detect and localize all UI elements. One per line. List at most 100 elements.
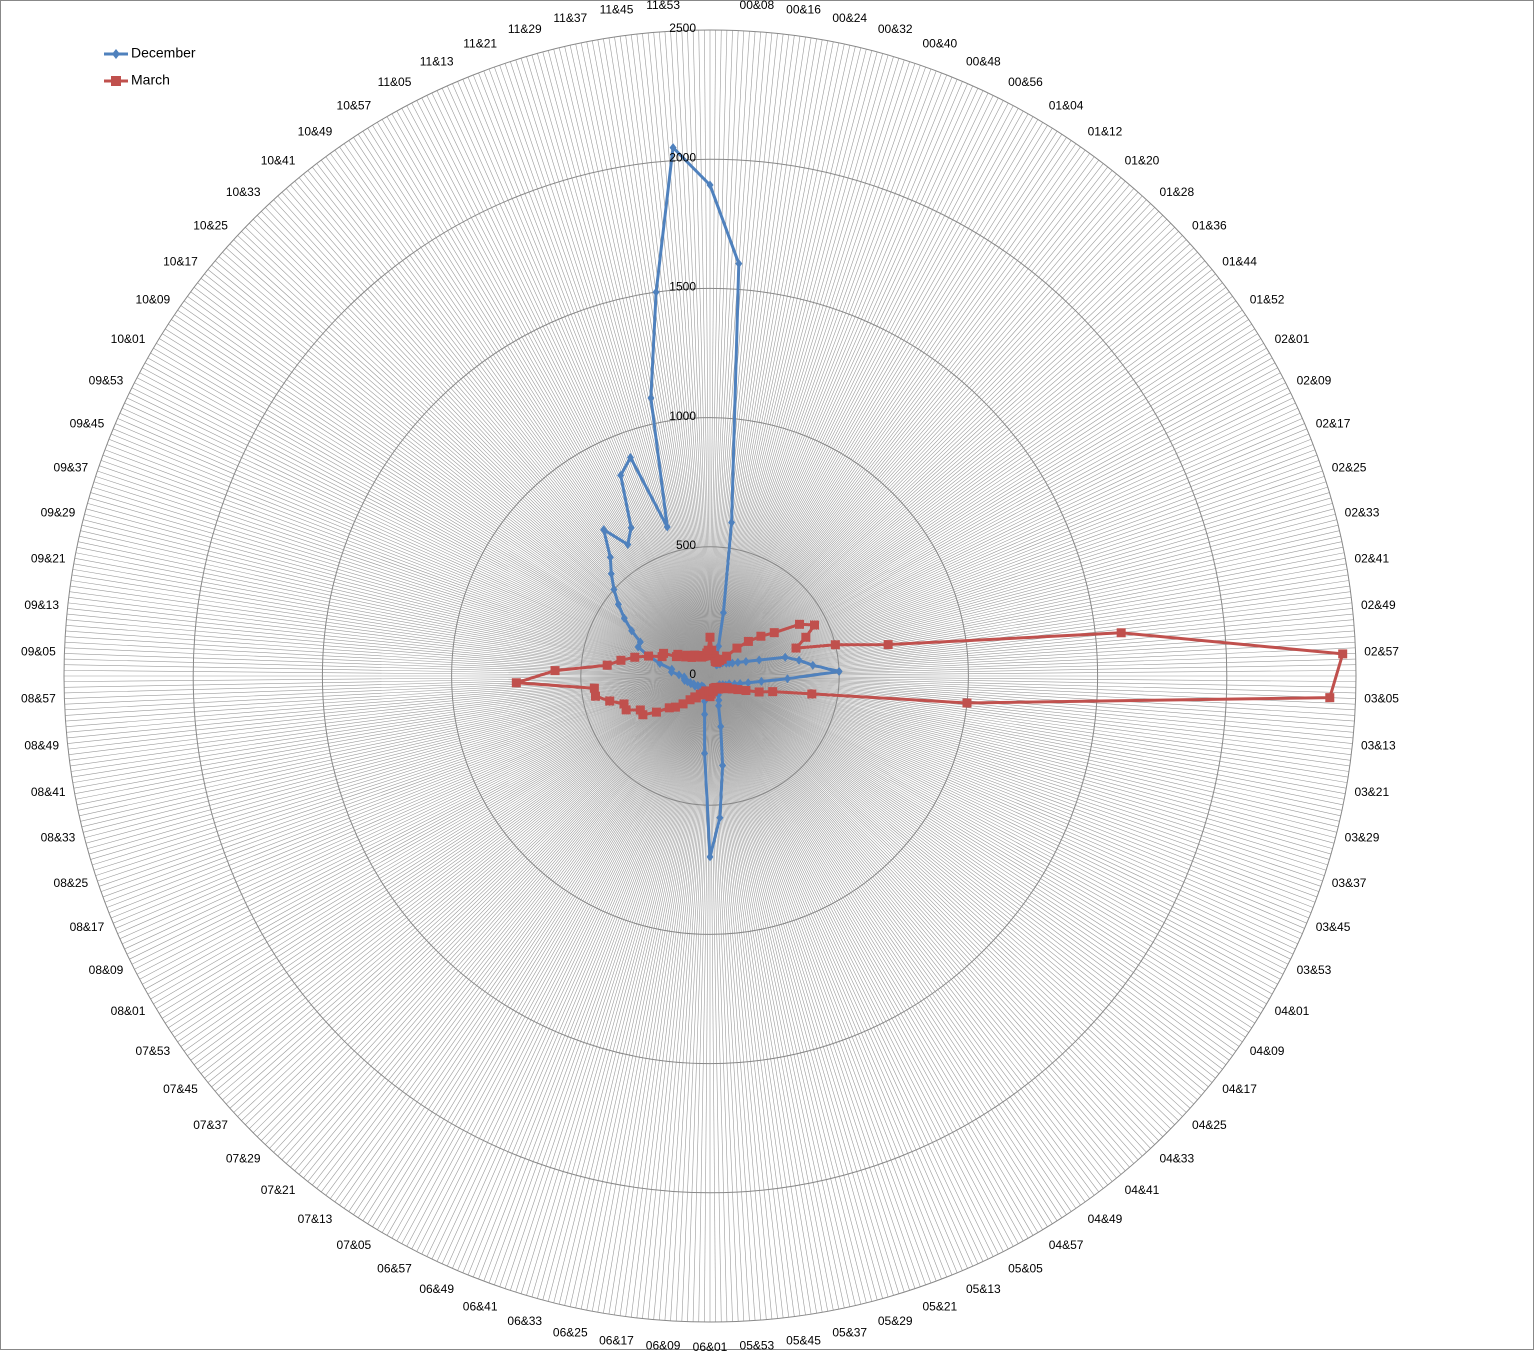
r-tick-label: 1500 [669,280,696,294]
spoke [709,675,1351,761]
spoke [709,675,1090,1199]
spoke [229,243,711,677]
category-label: 04&57 [1049,1238,1084,1252]
category-label: 01&28 [1159,185,1194,199]
grid-ring [192,158,1228,1194]
spoke [139,675,711,980]
spoke [709,146,1081,677]
spoke [320,159,711,677]
spoke [709,675,1077,1209]
spoke [709,191,1139,677]
spoke [709,675,1289,965]
category-label: 07&53 [136,1044,171,1058]
spoke [709,675,1233,1056]
spoke [553,49,711,677]
spoke [110,433,711,677]
spoke [709,239,1187,677]
spoke [709,243,1191,677]
category-label: 03&29 [1345,831,1380,845]
spoke [294,180,711,677]
spoke [353,137,711,677]
spoke [709,449,1316,677]
spoke [709,323,1252,677]
category-label: 06&57 [377,1262,412,1276]
spoke [709,30,745,677]
spoke [76,546,711,677]
spoke [494,675,711,1286]
labels-layer: 0 500 1000 1500 2000 2500 00&08 00&16 00&24 00&32… [21,0,1399,1351]
spoke [709,314,1246,677]
spoke [136,675,711,975]
spoke [88,497,711,677]
spoke [709,675,979,1264]
spoke [367,675,711,1224]
data-point [638,710,648,720]
spoke [290,675,711,1168]
data-point [706,852,714,862]
data-point [735,259,743,269]
data-point [670,702,680,712]
spoke [704,675,711,1322]
spoke [401,108,711,677]
spoke [290,184,711,677]
spoke [119,675,711,940]
spoke [391,675,711,1239]
spoke [670,675,711,1321]
spoke [452,83,711,677]
spoke [377,122,711,677]
spoke [249,675,711,1130]
spoke [171,319,711,677]
category-label: 08&01 [111,1004,146,1018]
spoke [396,110,711,677]
spoke [709,30,728,677]
spoke [64,653,711,677]
spoke [709,338,1261,677]
data-point [768,687,778,697]
spoke [64,670,711,677]
spoke [709,32,767,677]
spoke [709,675,900,1294]
spoke [73,675,711,789]
spoke [142,675,711,985]
spoke [709,675,894,1296]
spoke [78,541,711,677]
category-label: 05&29 [878,1314,913,1328]
spoke [709,675,801,1316]
spoke [709,675,889,1298]
spoke [608,37,711,677]
grid-ring [580,546,840,806]
spoke [73,563,711,677]
spoke [115,423,711,677]
spoke [709,143,1077,677]
data-point [703,645,713,655]
spoke [709,675,867,1303]
spoke [709,675,1034,1236]
spoke [709,675,1333,849]
spoke [294,675,711,1172]
spoke [117,418,711,677]
spoke [709,675,1198,1101]
spoke [150,352,711,677]
category-label: 08&25 [54,876,89,890]
spoke [281,675,711,1161]
spoke [709,585,1350,677]
spoke [709,47,862,677]
spoke [709,675,1354,739]
spoke [320,675,711,1193]
spoke [183,675,711,1052]
spoke [709,305,1240,677]
spoke [709,470,1323,677]
spoke [74,557,711,677]
spoke [709,45,851,677]
category-label: 04&49 [1088,1212,1123,1226]
data-point [706,180,714,190]
spoke [197,282,711,677]
spoke [704,30,711,677]
spoke [372,675,711,1227]
spoke [709,675,1339,828]
category-label: 00&08 [740,0,775,12]
spoke [273,199,711,677]
spoke [709,675,1043,1230]
r-tick-label: 0 [689,667,696,681]
spoke [625,35,711,677]
